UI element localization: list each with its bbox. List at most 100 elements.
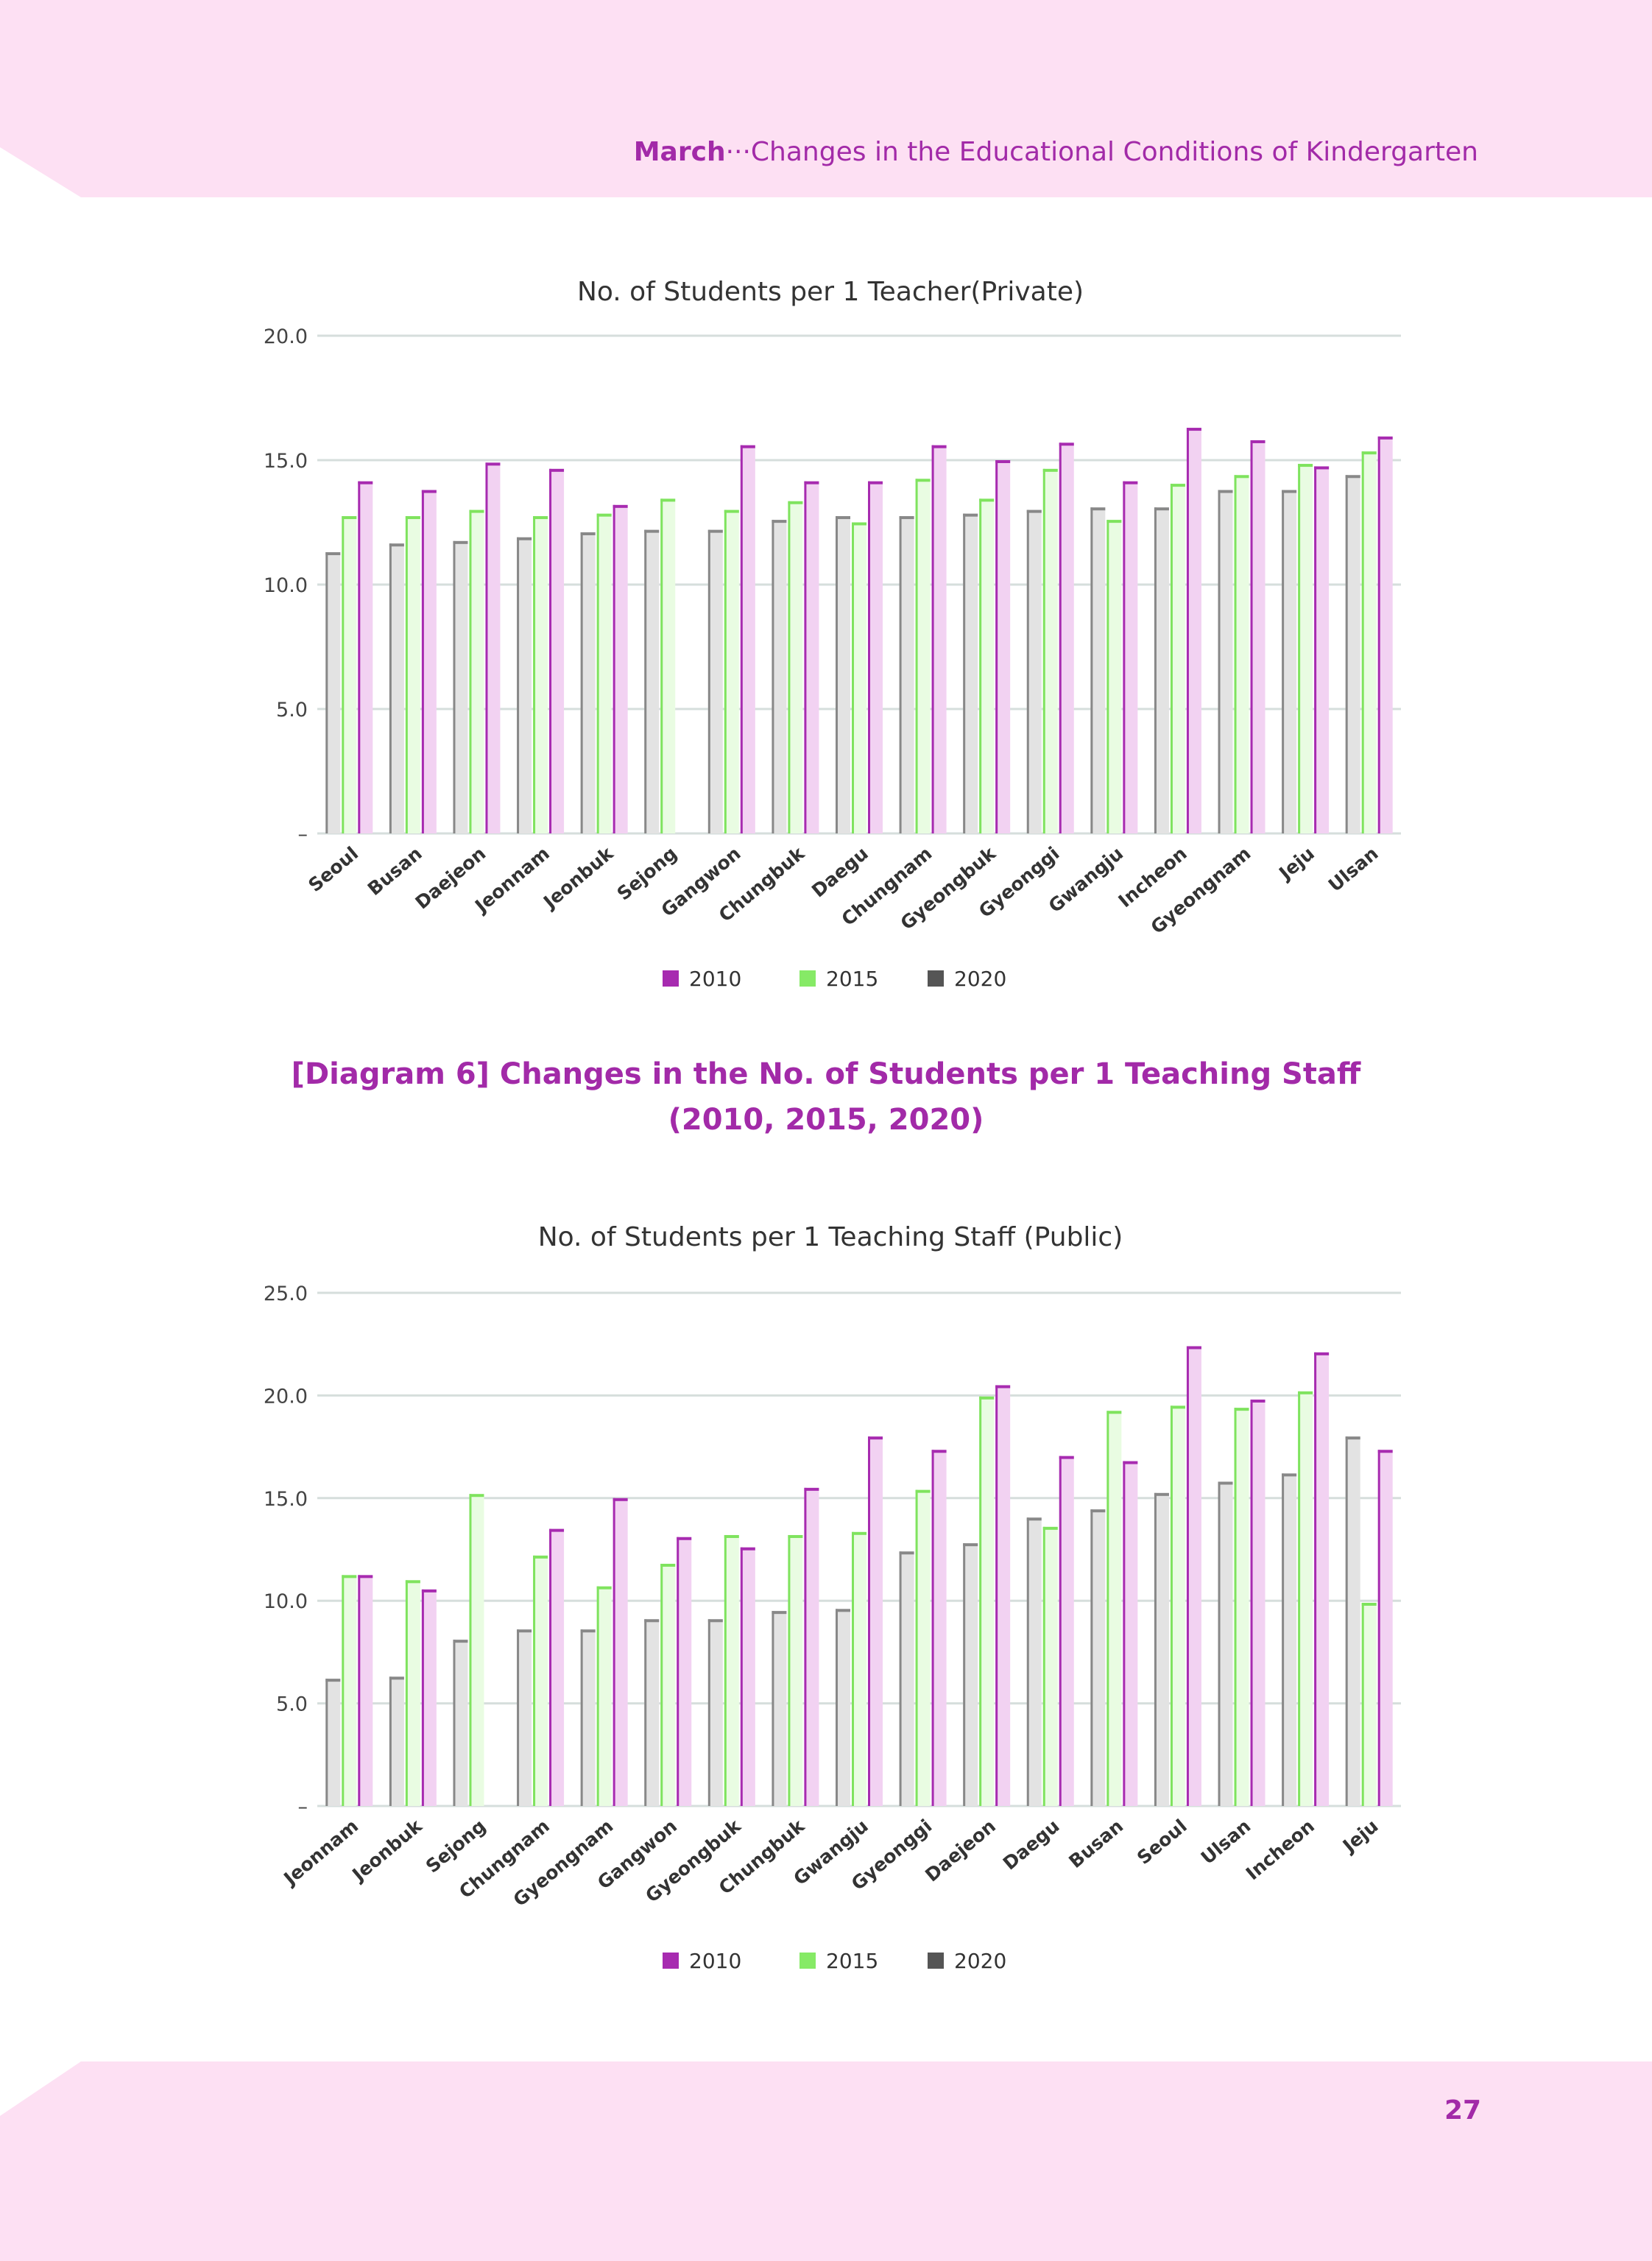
bar-2020-chungbuk [772, 1611, 787, 1806]
bar-edge [533, 516, 536, 833]
bar-2020-jeonbuk [580, 532, 596, 833]
bar-edge [469, 1494, 472, 1806]
bar-edge [533, 1555, 536, 1806]
bar-edge [1106, 520, 1109, 833]
legend-swatch-2010 [663, 1953, 679, 1969]
bar-2020-gwangju [1090, 507, 1106, 833]
chart-public: No. of Students per 1 Teaching Staff (Pu… [264, 1222, 1401, 1973]
bar-edge [931, 1450, 934, 1806]
bar-edge [325, 552, 328, 833]
bar-cap [325, 1679, 341, 1682]
bar-2010-incheon [1314, 1352, 1330, 1806]
bar-2010-gangwon [677, 1537, 692, 1806]
bar-cap [1090, 507, 1106, 511]
bar-2010-chungnam [549, 1528, 565, 1806]
bar-2010-daejeon [485, 462, 501, 833]
bar-cap [533, 1555, 548, 1559]
bar-edge [1123, 481, 1126, 833]
bar-edge [358, 481, 361, 833]
bar-cap [788, 1534, 803, 1538]
x-tick-label: Ulsan [1324, 842, 1383, 896]
bar-cap [469, 509, 484, 513]
bar-cap [1298, 464, 1313, 468]
bar-edge [1042, 1526, 1045, 1806]
bar-edge [1345, 1436, 1348, 1806]
bar-cap [596, 513, 612, 517]
bar-edge [389, 543, 392, 833]
bar-2020-incheon [1282, 1473, 1297, 1806]
bar-2015-busan [405, 516, 420, 833]
bar-cap [788, 501, 803, 504]
bar-2020-gyeongnam [580, 1629, 596, 1806]
bar-cap [1377, 436, 1393, 440]
chart-private: No. of Students per 1 Teacher(Private) – 5… [264, 277, 1401, 991]
bar-2015-gangwon [660, 1564, 676, 1806]
bar-cap [1234, 475, 1249, 479]
bar-2015-gyeongbuk [724, 1534, 739, 1806]
bar-edge [804, 1487, 807, 1806]
bar-edge [1106, 1411, 1109, 1806]
bar-cap [1170, 1405, 1185, 1409]
bar-cap [804, 481, 819, 484]
bar-edge [1154, 1492, 1157, 1806]
bar-edge [1250, 440, 1253, 833]
bar-edge [995, 460, 998, 833]
bar-edge [1154, 507, 1157, 833]
bar-cap [868, 481, 883, 484]
bar-2010-gyeonggi [1059, 442, 1074, 833]
bar-cap [533, 516, 548, 520]
bar-2010-gyeongnam [613, 1498, 628, 1806]
bar-edge [740, 1547, 743, 1806]
bar-edge [1282, 490, 1285, 833]
bar-edge [1218, 490, 1221, 833]
bar-cap [644, 529, 660, 533]
bar-edge [899, 516, 902, 833]
bar-edge [1298, 464, 1301, 833]
bar-edge [421, 490, 424, 833]
x-tick-label: Busan [1065, 1815, 1127, 1872]
bar-2010-gyeongbuk [740, 1547, 755, 1806]
bar-cap [342, 1575, 357, 1579]
bar-2020-chungnam [899, 516, 914, 833]
bar-2015-jeju [1361, 1602, 1377, 1806]
bar-edge [707, 529, 710, 833]
bar-cap [549, 1528, 565, 1532]
legend-swatch-2015 [799, 970, 816, 987]
separator: ··· [725, 137, 751, 167]
bar-cap [1282, 1473, 1297, 1477]
bar-2020-sejong [453, 1640, 468, 1806]
bar-cap [707, 1619, 723, 1623]
bar-2015-gyeonggi [915, 1489, 931, 1806]
diagram-heading-line2: (2010, 2015, 2020) [668, 1103, 984, 1137]
bar-cap [772, 1611, 787, 1615]
bar-2020-daegu [1026, 1517, 1042, 1806]
bar-edge [1170, 1405, 1173, 1806]
y-tick-label: 10.0 [264, 1590, 308, 1613]
bar-cap [613, 1498, 628, 1501]
bar-cap [1042, 1526, 1058, 1530]
bar-2015-gyeonggi [1042, 468, 1058, 833]
x-tick-label: Jeonbuk [347, 1815, 427, 1886]
bar-edge [1361, 1602, 1364, 1806]
x-tick-label: Busan [364, 842, 426, 900]
bar-cap [963, 1543, 978, 1547]
bar-cap [963, 513, 978, 517]
bar-edge [1186, 428, 1189, 833]
bar-edge [772, 1611, 774, 1806]
bar-2020-jeonnam [325, 1679, 341, 1806]
bar-cap [1059, 1456, 1074, 1459]
bar-edge [707, 1619, 710, 1806]
bar-cap [580, 1629, 596, 1633]
bar-edge [740, 445, 743, 833]
bar-edge [804, 481, 807, 833]
x-tick-label: Seoul [1133, 1815, 1191, 1869]
bar-edge [915, 479, 918, 833]
x-tick-label: Daejeon [921, 1815, 1000, 1886]
bar-edge [644, 1619, 647, 1806]
bar-edge [1059, 1456, 1062, 1806]
legend-swatch-2020 [928, 1953, 944, 1969]
bar-2015-gyeongnam [596, 1586, 612, 1806]
bar-2010-chungnam [931, 445, 947, 833]
bar-2015-gyeongbuk [979, 498, 995, 833]
y-tick-label: – [298, 823, 308, 846]
